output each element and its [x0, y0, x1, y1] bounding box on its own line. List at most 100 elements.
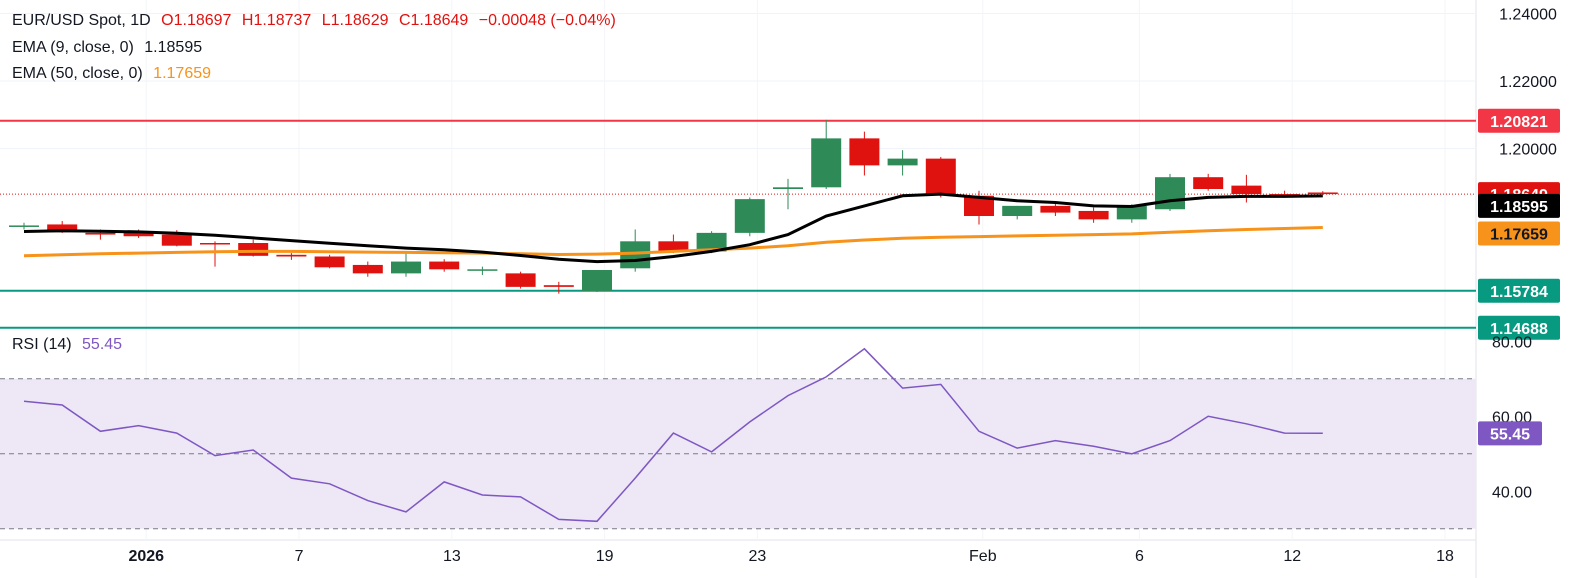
candle — [582, 270, 612, 292]
ema50-tag: 1.17659 — [1478, 221, 1560, 246]
candle-body — [849, 138, 880, 166]
candle — [849, 131, 880, 176]
candle-body — [543, 285, 574, 287]
candle — [887, 150, 918, 176]
level-tag-bg — [1478, 315, 1560, 340]
candle — [467, 266, 498, 276]
candle-body — [887, 158, 918, 166]
candle-body — [925, 158, 956, 195]
candle-body — [161, 234, 192, 246]
candle-body — [734, 199, 765, 233]
level-tag: 1.14688 — [1478, 315, 1560, 340]
candle-body — [123, 232, 154, 237]
time-tick-label: 13 — [443, 548, 461, 565]
legend-ema9-value: 1.18595 — [144, 39, 203, 56]
price-tick-label: 1.24000 — [1499, 7, 1557, 24]
candle — [734, 197, 765, 237]
level-tag-bg — [1478, 278, 1560, 303]
candle — [543, 281, 574, 294]
ema9-tag-bg — [1478, 193, 1560, 218]
candle-body — [200, 243, 230, 245]
candle — [1307, 191, 1338, 195]
candle-body — [1040, 205, 1071, 213]
candle-body — [1193, 177, 1224, 189]
legend-price: EUR/USD Spot, 1D O1.18697 H1.18737 L1.18… — [12, 12, 622, 30]
candle-body — [1002, 205, 1033, 216]
legend-low: L1.18629 — [321, 12, 389, 29]
candle-body — [582, 270, 612, 291]
candle-body — [1307, 192, 1338, 195]
level-tag-text: 1.15784 — [1490, 284, 1548, 301]
ema50-tag-text: 1.17659 — [1490, 227, 1548, 244]
candle-body — [1231, 185, 1262, 195]
candle — [811, 119, 842, 189]
candle-body — [314, 256, 345, 268]
legend-change: −0.00048 (−0.04%) — [478, 12, 616, 29]
level-tag-bg — [1478, 108, 1560, 133]
candle-body — [773, 187, 803, 189]
rsi-tag-text: 55.45 — [1490, 426, 1530, 443]
rsi-tag-bg — [1478, 421, 1542, 446]
candle-body — [9, 225, 39, 227]
rsi-tick-label: 80.00 — [1492, 334, 1532, 351]
candle — [1040, 202, 1071, 216]
ema50-tag-bg — [1478, 221, 1560, 246]
legend-rsi-value: 55.45 — [82, 336, 123, 353]
time-tick-label: Feb — [969, 548, 997, 565]
legend-high: H1.18737 — [241, 12, 312, 29]
candle-body — [1116, 205, 1147, 220]
ema50-line — [23, 226, 1323, 258]
candle — [276, 253, 307, 260]
candle — [1155, 173, 1185, 211]
legend-ema50-label: EMA (50, close, 0) — [12, 65, 143, 82]
legend-symbol: EUR/USD Spot, 1D — [12, 12, 151, 29]
time-tick-label: 19 — [596, 548, 614, 565]
time-tick-label: 12 — [1283, 548, 1301, 565]
ema9-line — [23, 192, 1323, 264]
level-tag-text: 1.14688 — [1490, 321, 1548, 338]
rsi-line — [23, 347, 1323, 523]
candle — [1193, 173, 1224, 191]
candle-body — [505, 273, 536, 287]
level-tag: 1.20821 — [1478, 108, 1560, 133]
legend-rsi-label: RSI (14) — [12, 336, 72, 353]
candle-body — [811, 138, 842, 188]
legend-ema50-value: 1.17659 — [153, 65, 212, 82]
rsi-tag: 55.45 — [1478, 421, 1542, 446]
ema9-tag: 1.18595 — [1478, 193, 1560, 218]
candle-body — [276, 254, 307, 257]
candle-body — [696, 232, 727, 252]
candle — [9, 222, 39, 230]
candle-body — [352, 264, 383, 274]
candle — [352, 261, 383, 277]
candle-body — [964, 195, 994, 216]
legend-ema9: EMA (9, close, 0) 1.18595 — [12, 39, 208, 57]
candle-body — [429, 261, 460, 270]
rsi-tick-label: 40.00 — [1492, 484, 1532, 501]
candle — [429, 259, 460, 272]
time-tick-label: 7 — [295, 548, 304, 565]
candle-body — [467, 269, 498, 271]
legend-close: C1.18649 — [398, 12, 469, 29]
candle-body — [47, 224, 78, 233]
candle — [391, 251, 421, 277]
time-tick-label: 23 — [749, 548, 767, 565]
legend-ema50: EMA (50, close, 0) 1.17659 — [12, 65, 217, 83]
candle-body — [391, 261, 421, 274]
candle-body — [1155, 177, 1185, 210]
candle — [200, 241, 230, 267]
candle — [1078, 207, 1109, 223]
candle-body — [85, 232, 116, 235]
level-tag-text: 1.20821 — [1490, 114, 1548, 131]
legend-open: O1.18697 — [161, 12, 232, 29]
level-tag: 1.15784 — [1478, 278, 1560, 303]
legend-rsi: RSI (14) 55.45 — [12, 336, 128, 354]
time-tick-label: 6 — [1135, 548, 1144, 565]
candle-body — [1078, 210, 1109, 220]
candle-body — [238, 243, 269, 256]
price-tick-label: 1.22000 — [1499, 74, 1557, 91]
candle — [1002, 205, 1033, 220]
candle — [925, 156, 956, 198]
